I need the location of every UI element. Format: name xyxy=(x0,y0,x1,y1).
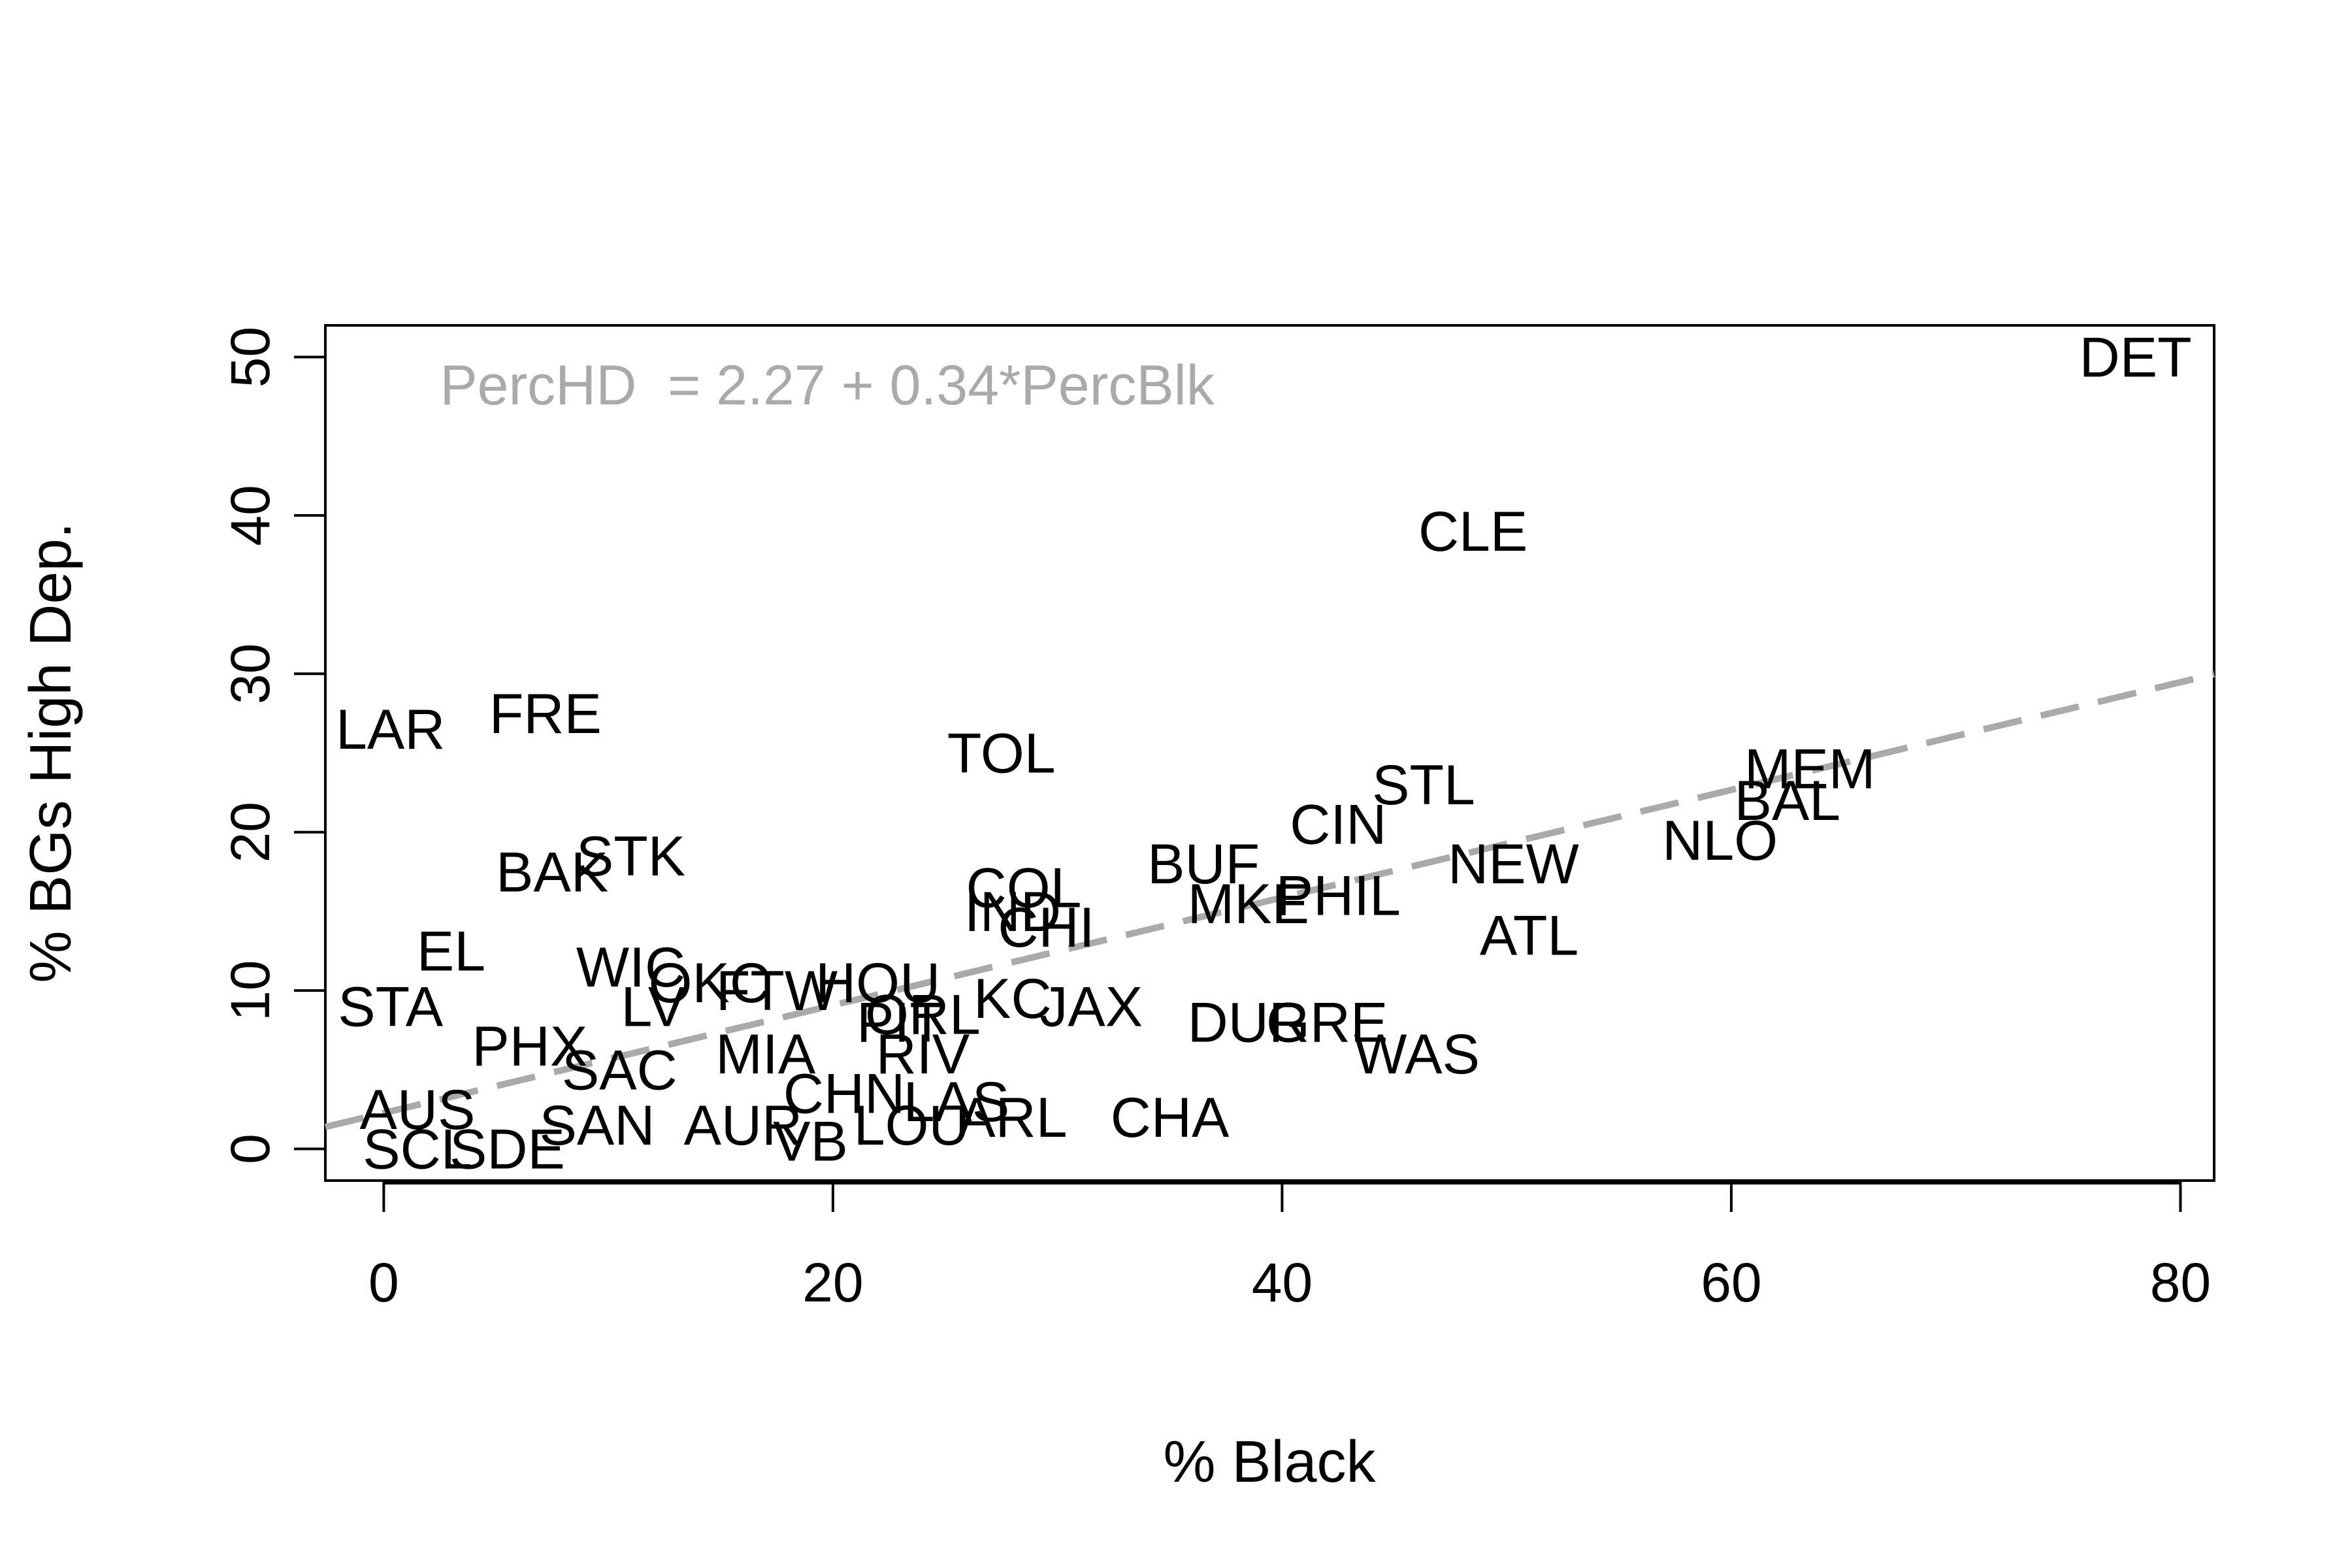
point-label-col: COL xyxy=(966,857,1082,920)
point-label-chn: CHN xyxy=(783,1063,905,1126)
point-label-aur: AUR xyxy=(684,1094,803,1157)
y-axis: 0 10 20 30 40 50 xyxy=(220,327,327,1164)
point-label-wic: WIC xyxy=(576,936,685,999)
point-label-mem: MEM xyxy=(1744,738,1876,801)
point-label-det: DET xyxy=(2080,326,2192,389)
point-label-lou: LOU xyxy=(854,1094,970,1157)
point-label-new: NEW xyxy=(1448,833,1579,896)
point-label-fre: FRE xyxy=(489,683,602,745)
y-tick-label: 50 xyxy=(220,327,281,387)
x-axis-title: % Black xyxy=(1163,1429,1376,1495)
point-label-ind: IND xyxy=(964,881,1061,943)
point-label-mke: MKE xyxy=(1188,873,1309,936)
point-label-was: WAS xyxy=(1354,1023,1480,1086)
x-axis: 0 20 40 60 80 xyxy=(368,1181,2211,1313)
point-label-pit: PIT xyxy=(857,992,944,1054)
y-tick-label: 40 xyxy=(220,485,281,546)
point-label-las: LAS xyxy=(904,1071,1010,1134)
point-label-gre: GRE xyxy=(1266,992,1388,1054)
point-label-nlo: NLO xyxy=(1662,809,1778,872)
point-label-sta: STA xyxy=(338,975,444,1038)
point-label-bal: BAL xyxy=(1735,770,1841,832)
point-label-stl: STL xyxy=(1372,754,1475,817)
point-label-scl: SCL xyxy=(363,1119,472,1181)
point-label-buf: BUF xyxy=(1147,833,1260,896)
point-label-phx: PHX xyxy=(472,1015,587,1078)
x-tick-label: 60 xyxy=(1701,1252,1761,1313)
point-label-hou: HOU xyxy=(815,952,940,1015)
point-label-mia: MIA xyxy=(715,1023,816,1086)
y-tick-label: 30 xyxy=(220,644,281,704)
point-label-el: EL xyxy=(417,921,485,983)
x-tick-label: 80 xyxy=(2150,1252,2211,1313)
point-label-vb: VB xyxy=(773,1110,848,1173)
y-axis-title: % BGs High Dep. xyxy=(18,522,84,983)
point-label-arl: ARL xyxy=(958,1086,1067,1149)
point-label-ftw: FTW xyxy=(716,960,838,1022)
point-label-tol: TOL xyxy=(947,723,1056,785)
regression-line xyxy=(324,670,2215,1130)
point-label-lar: LAR xyxy=(336,698,445,761)
point-label-cha: CHA xyxy=(1111,1086,1230,1149)
point-label-atl: ATL xyxy=(1480,904,1578,967)
point-label-phil: PHIL xyxy=(1276,865,1401,928)
x-tick-label: 0 xyxy=(368,1252,399,1313)
point-label-stk: STK xyxy=(576,825,685,888)
point-label-bak: BAK xyxy=(496,841,608,904)
point-label-okc: OKC xyxy=(649,952,770,1015)
point-label-jax: JAX xyxy=(1039,975,1143,1038)
point-label-orl: ORL xyxy=(865,983,981,1046)
y-tick-label: 10 xyxy=(220,960,281,1021)
point-label-sac: SAC xyxy=(562,1039,678,1102)
x-tick-label: 20 xyxy=(802,1252,863,1313)
point-label-chi: CHI xyxy=(998,896,1094,959)
point-label-riv: RIV xyxy=(876,1023,970,1086)
point-label-dur: DUR xyxy=(1188,992,1309,1054)
point-label-kc: KC xyxy=(973,968,1051,1030)
point-label-aus: AUS xyxy=(360,1079,476,1141)
point-label-sde: SDE xyxy=(449,1119,565,1181)
point-label-san: SAN xyxy=(540,1094,655,1157)
point-label-cle: CLE xyxy=(1418,500,1527,563)
y-tick-label: 0 xyxy=(220,1134,281,1164)
y-tick-label: 20 xyxy=(220,802,281,862)
point-label-lv: LV xyxy=(621,975,685,1038)
point-label-cin: CIN xyxy=(1290,794,1386,857)
x-tick-label: 40 xyxy=(1252,1252,1313,1313)
regression-equation-annotation: PercHD = 2.27 + 0.34*PercBlk xyxy=(440,354,1215,417)
